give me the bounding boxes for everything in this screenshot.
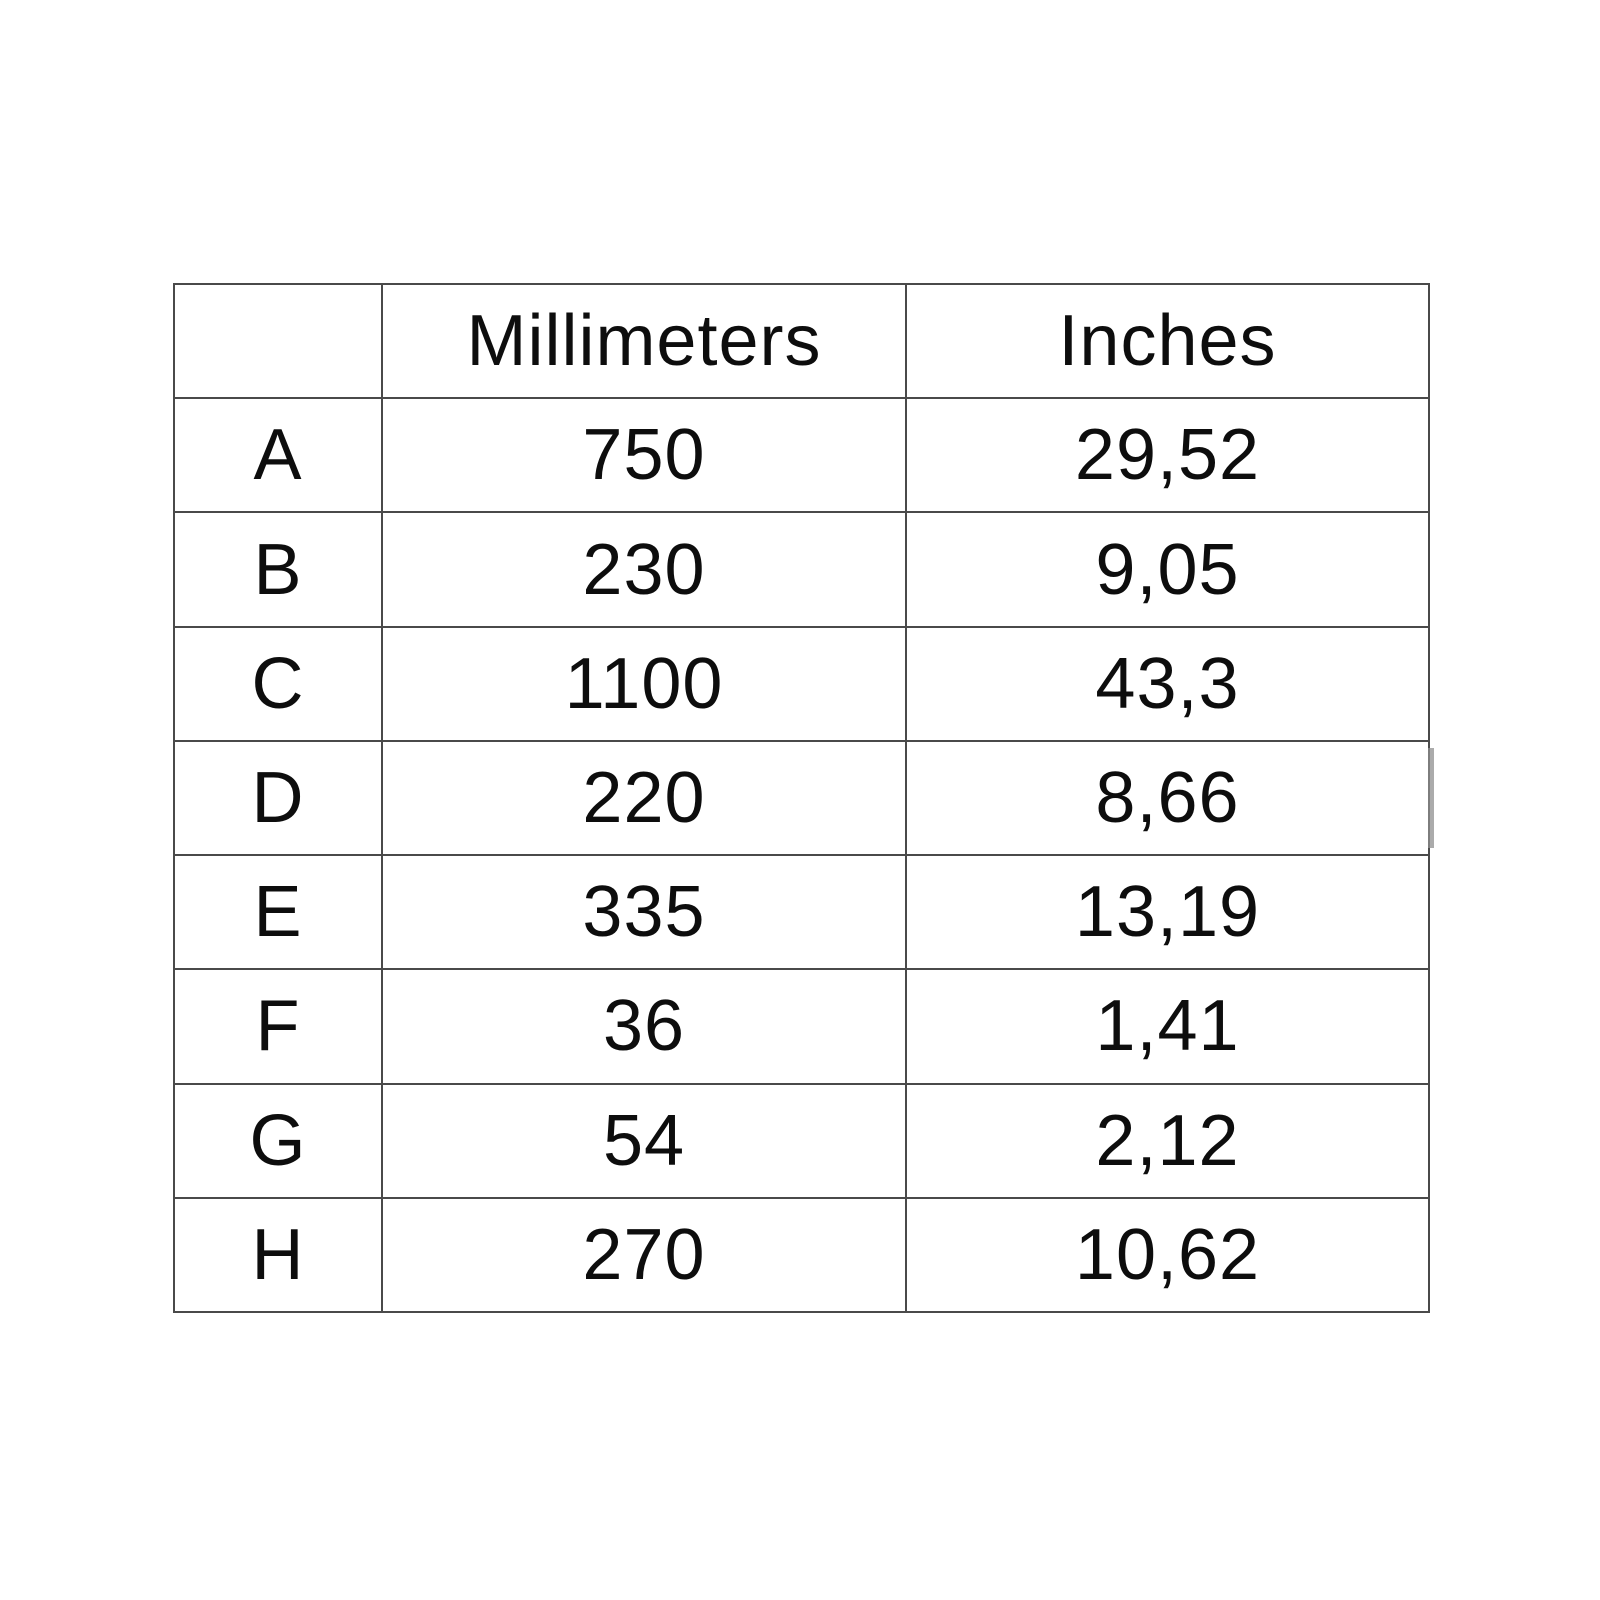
table-row-e: E 335 13,19	[173, 854, 1430, 971]
mm-value-cell: 230	[381, 511, 907, 628]
row-label: A	[173, 397, 383, 514]
mm-value-cell: 335	[381, 854, 907, 971]
table-row-g: G 54 2,12	[173, 1082, 1430, 1199]
row-label: B	[173, 511, 383, 628]
row-label: G	[173, 1082, 383, 1199]
dimensions-table: Millimeters Inches A 750 29,52 B 230 9,0…	[173, 282, 1430, 1314]
row-label: C	[173, 625, 383, 742]
inches-value-cell: 9,05	[905, 511, 1430, 628]
table-row-b: B 230 9,05	[173, 511, 1430, 628]
column-header-inches: Inches	[905, 282, 1430, 400]
mm-value-cell: 750	[381, 397, 907, 514]
mm-value-cell: 54	[381, 1082, 907, 1199]
mm-value-cell: 1100	[381, 625, 907, 742]
table-row-c: C 1100 43,3	[173, 625, 1430, 742]
mm-value-cell: 220	[381, 739, 907, 857]
mm-value-cell: 270	[381, 1196, 907, 1314]
inches-value-cell: 8,66	[905, 739, 1430, 857]
header-row: Millimeters Inches	[173, 282, 1430, 400]
inches-value-cell: 43,3	[905, 625, 1430, 742]
mm-value-cell: 36	[381, 968, 907, 1085]
inches-value-cell: 1,41	[905, 968, 1430, 1085]
inches-value-cell: 2,12	[905, 1082, 1430, 1199]
inches-value-cell: 13,19	[905, 854, 1430, 971]
row-d-shadow-artifact	[1428, 748, 1434, 848]
row-label: D	[173, 739, 383, 857]
row-label: F	[173, 968, 383, 1085]
table-row-f: F 36 1,41	[173, 968, 1430, 1085]
column-header-millimeters: Millimeters	[381, 282, 907, 400]
table-row-h: H 270 10,62	[173, 1196, 1430, 1314]
table-row-a: A 750 29,52	[173, 397, 1430, 514]
header-empty-cell	[173, 282, 383, 400]
inches-value-cell: 10,62	[905, 1196, 1430, 1314]
table-row-d: D 220 8,66	[173, 739, 1430, 857]
inches-value-cell: 29,52	[905, 397, 1430, 514]
row-label: E	[173, 854, 383, 971]
row-label: H	[173, 1196, 383, 1314]
